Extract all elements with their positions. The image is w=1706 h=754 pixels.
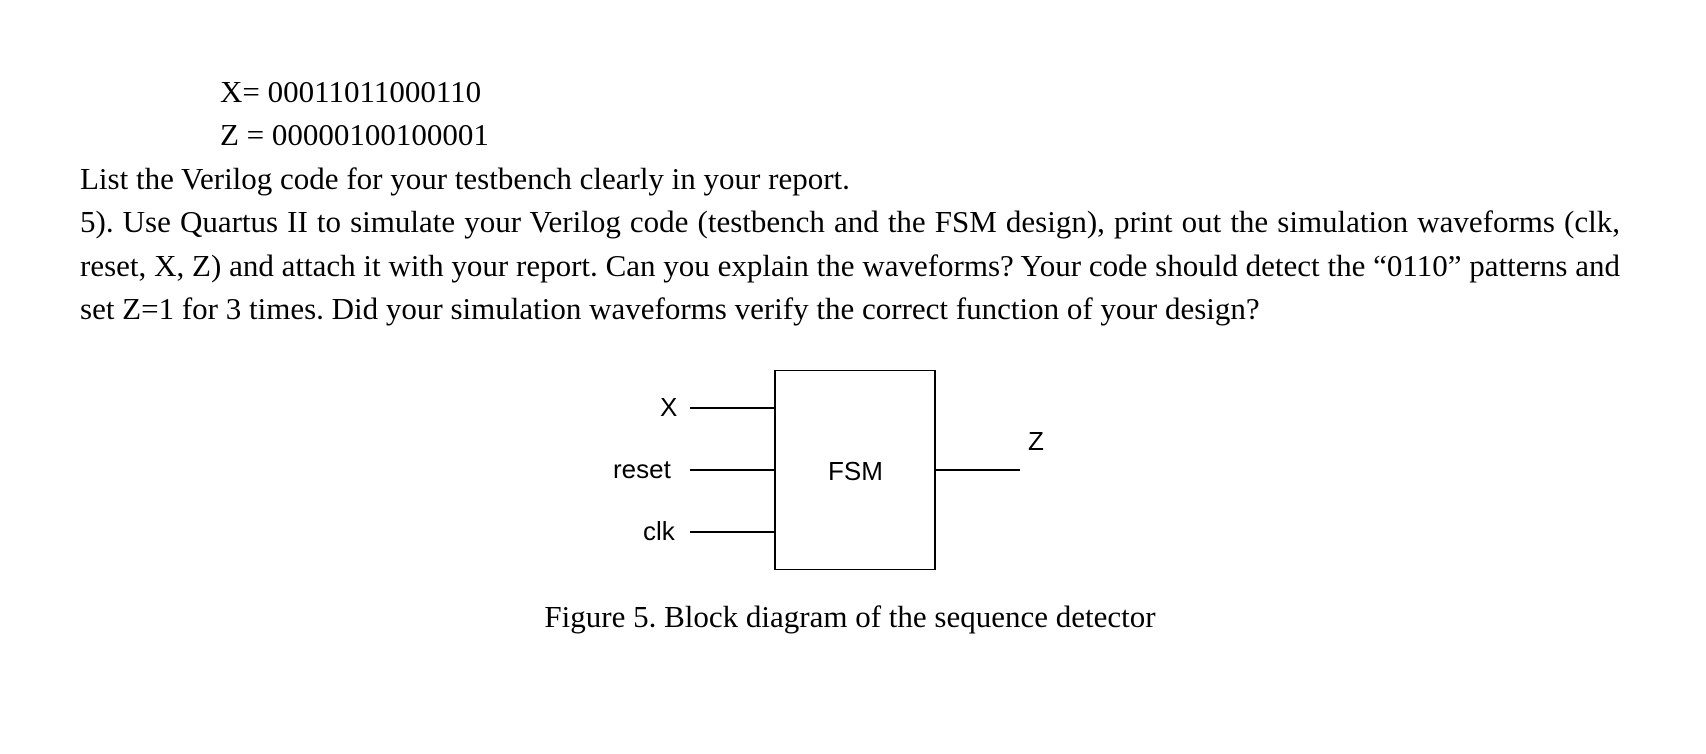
input-label-x: X — [660, 392, 677, 423]
instruction-paragraph: 5). Use Quartus II to simulate your Veri… — [80, 200, 1620, 330]
z-sequence-line: Z = 00000100100001 — [80, 113, 1620, 156]
figure-caption: Figure 5. Block diagram of the sequence … — [80, 595, 1620, 638]
x-sequence-line: X= 00011011000110 — [80, 70, 1620, 113]
document-content: X= 00011011000110 Z = 00000100100001 Lis… — [80, 70, 1620, 639]
diagram-container: X reset clk Z FSM — [80, 370, 1620, 570]
input-label-clk: clk — [643, 516, 675, 547]
instruction-line-1: List the Verilog code for your testbench… — [80, 157, 1620, 200]
input-label-reset: reset — [613, 454, 671, 485]
fsm-box-label: FSM — [828, 456, 883, 487]
output-label-z: Z — [1028, 426, 1044, 457]
fsm-block-diagram: X reset clk Z FSM — [570, 370, 1130, 570]
